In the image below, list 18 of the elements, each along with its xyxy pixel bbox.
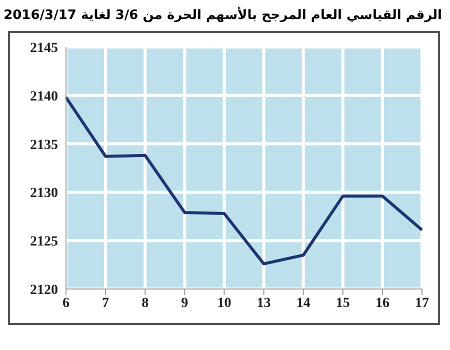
y-tick-label: 2135 (30, 138, 58, 153)
y-tick-label: 2140 (30, 89, 58, 104)
x-tick-label: 14 (296, 296, 310, 311)
x-tick-label: 17 (415, 296, 429, 311)
chart-title: الرقم القياسي العام المرجح بالأسهم الحرة من 3/6 لغاية 2016/3/17 (4, 8, 442, 23)
x-tick-label: 15 (336, 296, 350, 311)
x-tick-label: 13 (256, 296, 271, 311)
y-tick-label: 2145 (30, 40, 58, 56)
x-tick-label: 8 (142, 296, 149, 311)
y-tick-label: 2120 (30, 282, 58, 298)
x-tick-label: 9 (181, 296, 188, 311)
x-tick-label: 7 (102, 296, 110, 311)
x-tick-label: 16 (375, 296, 390, 311)
line-series (64, 96, 424, 266)
y-tick-label: 2130 (30, 186, 58, 202)
x-tick-label: 6 (62, 296, 70, 311)
y-tick-label: 2125 (30, 234, 58, 250)
x-tick-label: 10 (217, 296, 232, 311)
